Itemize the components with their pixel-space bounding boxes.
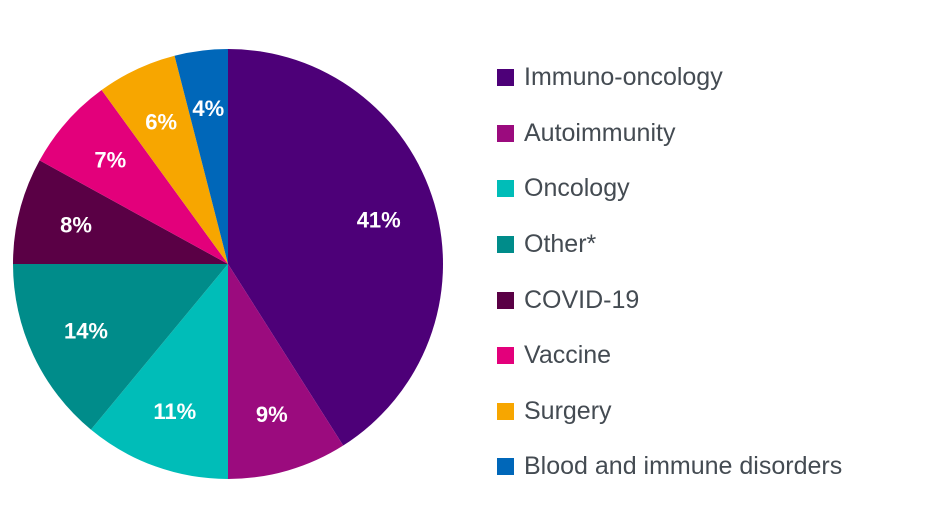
legend-swatch	[497, 124, 514, 142]
legend-label: Surgery	[524, 396, 612, 425]
legend-item: Oncology	[497, 161, 842, 217]
pie-slice-3	[13, 264, 228, 430]
legend-item: Surgery	[497, 384, 842, 440]
slice-value-label: 8%	[60, 212, 92, 237]
pie-slice-7	[174, 49, 228, 264]
legend-swatch	[497, 347, 514, 365]
legend-label: Blood and immune disorders	[524, 452, 843, 481]
legend-item: COVID-19	[497, 272, 842, 328]
legend-label: Vaccine	[524, 341, 612, 370]
pie-slice-0	[228, 49, 443, 446]
slice-value-label: 6%	[145, 109, 177, 134]
pie-slices	[13, 49, 443, 479]
legend-label: Immuno-oncology	[524, 63, 723, 92]
pie-slice-2	[90, 264, 228, 479]
legend-label: Other*	[524, 230, 597, 259]
pie-chart: 41% 9% 11% 14% 8% 7% 6% 4%	[13, 49, 443, 479]
legend-item: Blood and immune disorders	[497, 439, 842, 495]
pie-slice-1	[228, 264, 344, 479]
pie-value-labels: 41% 9% 11% 14% 8% 7% 6% 4%	[60, 96, 401, 427]
legend-item: Vaccine	[497, 328, 842, 384]
legend-label: Autoimmunity	[524, 118, 676, 147]
legend-swatch	[497, 458, 514, 476]
legend-label: Oncology	[524, 174, 630, 203]
legend-item: Other*	[497, 217, 842, 273]
legend-swatch	[497, 69, 514, 87]
slice-value-label: 9%	[256, 402, 288, 427]
slice-value-label: 7%	[94, 148, 126, 173]
slice-value-label: 14%	[64, 318, 108, 343]
legend-item: Immuno-oncology	[497, 50, 842, 106]
slice-value-label: 11%	[153, 399, 196, 424]
pie-slice-6	[101, 55, 228, 264]
slice-value-label: 4%	[192, 96, 224, 121]
legend-swatch	[497, 236, 514, 254]
legend-swatch	[497, 291, 514, 309]
legend-swatch	[497, 180, 514, 198]
legend-swatch	[497, 402, 514, 420]
legend-item: Autoimmunity	[497, 106, 842, 162]
legend-label: COVID-19	[524, 285, 640, 314]
pie-slice-4	[13, 160, 228, 264]
chart-legend: Immuno-oncology Autoimmunity Oncology Other…	[497, 50, 842, 495]
slice-value-label: 41%	[357, 208, 401, 233]
pie-slice-5	[39, 90, 229, 265]
